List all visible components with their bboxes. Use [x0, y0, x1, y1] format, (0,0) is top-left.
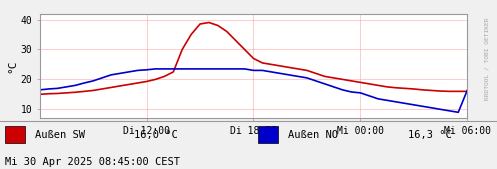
Bar: [258, 126, 278, 143]
Y-axis label: °C: °C: [7, 59, 17, 73]
Text: RRDTOOL / TOBI OETIKER: RRDTOOL / TOBI OETIKER: [485, 18, 490, 100]
Text: Außen SW: Außen SW: [35, 130, 85, 140]
Text: 16,0 °C: 16,0 °C: [134, 130, 178, 140]
Text: Außen NO: Außen NO: [288, 130, 338, 140]
Bar: [5, 126, 25, 143]
Text: 16,3 °C: 16,3 °C: [408, 130, 451, 140]
Text: Mi 30 Apr 2025 08:45:00 CEST: Mi 30 Apr 2025 08:45:00 CEST: [5, 157, 180, 167]
